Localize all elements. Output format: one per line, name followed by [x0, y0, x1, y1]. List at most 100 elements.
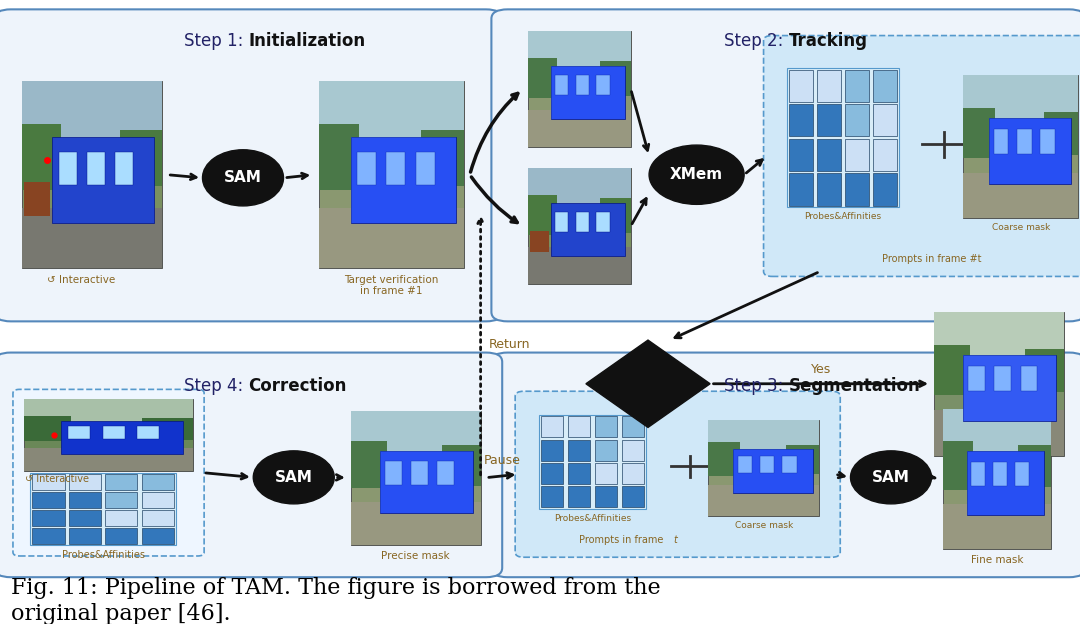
Bar — [600, 61, 631, 96]
Bar — [568, 439, 591, 461]
Bar — [22, 81, 162, 175]
Bar — [760, 456, 774, 473]
Text: Probes&Affinities: Probes&Affinities — [62, 550, 145, 560]
Bar — [106, 474, 137, 490]
Bar — [528, 168, 631, 284]
Bar — [319, 81, 464, 175]
Bar — [1040, 129, 1055, 154]
Bar — [22, 208, 162, 268]
Bar — [596, 212, 610, 232]
Bar — [708, 485, 820, 517]
Polygon shape — [585, 340, 711, 427]
Bar — [25, 182, 50, 216]
Bar — [988, 118, 1071, 184]
Bar — [103, 426, 124, 439]
Bar — [818, 173, 841, 205]
Bar — [541, 463, 564, 484]
Text: Probes&Affinities: Probes&Affinities — [554, 514, 631, 522]
Bar — [934, 312, 1064, 456]
Bar — [1021, 366, 1038, 391]
Text: Step 2:: Step 2: — [724, 32, 788, 49]
Text: Coarse mask: Coarse mask — [991, 223, 1050, 232]
Text: Prompts in frame: Prompts in frame — [579, 535, 667, 545]
Bar — [411, 461, 428, 485]
Bar — [116, 152, 133, 185]
Bar — [69, 510, 102, 525]
Bar — [846, 139, 868, 171]
Bar — [596, 75, 610, 95]
Bar — [143, 418, 193, 439]
Text: Tracking: Tracking — [788, 32, 867, 49]
Text: SAM: SAM — [872, 470, 910, 485]
Bar — [24, 399, 193, 436]
Bar — [357, 152, 376, 185]
Bar — [32, 492, 65, 508]
Bar — [994, 129, 1009, 154]
Bar — [386, 461, 402, 485]
Bar — [541, 487, 564, 507]
Bar — [1018, 446, 1051, 487]
Bar — [988, 118, 1071, 184]
Bar — [24, 448, 193, 471]
Bar — [595, 463, 618, 484]
Text: Step 4:: Step 4: — [184, 377, 248, 394]
Bar — [789, 173, 813, 205]
Text: ↺ Interactive: ↺ Interactive — [46, 275, 116, 285]
Bar — [551, 66, 624, 119]
Bar — [30, 473, 176, 545]
Bar — [787, 68, 899, 207]
Bar — [934, 409, 1064, 456]
Bar — [24, 416, 71, 441]
Text: Return: Return — [489, 338, 530, 351]
Bar — [967, 451, 1044, 515]
Bar — [962, 355, 1056, 421]
Bar — [541, 416, 564, 437]
Bar — [622, 487, 644, 507]
Bar — [963, 76, 1078, 147]
FancyBboxPatch shape — [764, 36, 1080, 276]
Text: t: t — [674, 535, 677, 545]
Bar — [555, 75, 568, 95]
Bar — [708, 442, 740, 475]
Bar — [622, 439, 644, 461]
Text: Fine mask: Fine mask — [971, 555, 1023, 565]
Text: Target verification
in frame #1: Target verification in frame #1 — [345, 275, 438, 296]
Bar — [786, 445, 820, 474]
Ellipse shape — [851, 451, 931, 504]
Text: Initialization: Initialization — [248, 32, 365, 49]
Bar — [120, 130, 162, 186]
Bar — [962, 355, 1056, 421]
Ellipse shape — [203, 150, 283, 206]
Bar — [137, 426, 159, 439]
Bar — [963, 172, 1078, 218]
Bar — [943, 504, 1051, 549]
Bar — [528, 110, 631, 147]
Bar — [600, 198, 631, 233]
Bar — [319, 81, 464, 268]
Text: XMem: XMem — [670, 167, 724, 182]
Text: Probes&Affinities: Probes&Affinities — [805, 212, 881, 221]
Bar — [53, 137, 153, 223]
Bar — [319, 124, 360, 190]
Bar — [541, 439, 564, 461]
Bar — [551, 66, 624, 119]
Bar — [351, 502, 481, 545]
Bar — [873, 104, 896, 136]
Bar — [528, 168, 631, 226]
FancyBboxPatch shape — [491, 353, 1080, 577]
Bar — [1025, 349, 1064, 392]
Bar — [442, 446, 481, 485]
Text: Yes: Yes — [811, 363, 831, 376]
Bar — [789, 69, 813, 102]
Bar — [551, 203, 624, 256]
Bar — [530, 231, 549, 251]
Text: Precise mask: Precise mask — [381, 551, 450, 561]
Bar — [708, 419, 820, 468]
Bar — [106, 528, 137, 544]
Bar — [818, 69, 841, 102]
Bar — [106, 492, 137, 508]
Text: Output: Output — [981, 462, 1017, 472]
Ellipse shape — [254, 451, 335, 504]
Bar — [437, 461, 455, 485]
Text: Segmentation: Segmentation — [788, 377, 920, 394]
